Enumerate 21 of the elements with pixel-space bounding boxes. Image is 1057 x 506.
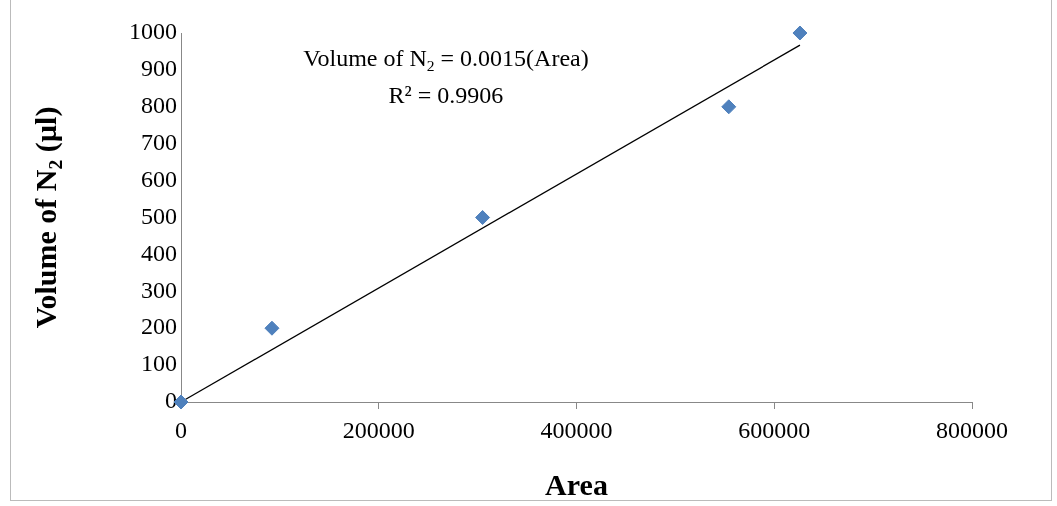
x-axis-title: Area (545, 467, 608, 501)
y-tick-label: 300 (141, 276, 177, 303)
y-tick-label: 900 (141, 55, 177, 82)
y-tick-label: 700 (141, 129, 177, 155)
y-tick-label: 1000 (129, 18, 177, 45)
point (721, 99, 737, 115)
annotation: R² = 0.9906 (388, 82, 504, 109)
y-tick-label: 100 (141, 350, 177, 377)
y-axis-title: Volume of N2 (µl) (28, 106, 67, 329)
x-tick-label: 600000 (738, 416, 811, 443)
y-tick-label: 200 (141, 313, 177, 340)
x-tick-label: 200000 (342, 416, 415, 443)
point (475, 210, 491, 225)
y-tick-label: 600 (141, 165, 177, 192)
point (264, 320, 280, 336)
point (792, 25, 808, 41)
y-tick-label: 500 (141, 202, 177, 229)
y-tick-label: 800 (141, 92, 177, 119)
x-tick-label: 400000 (540, 416, 613, 443)
x-tick-label: 800000 (936, 416, 1008, 443)
y-tick-label: 400 (141, 239, 177, 266)
